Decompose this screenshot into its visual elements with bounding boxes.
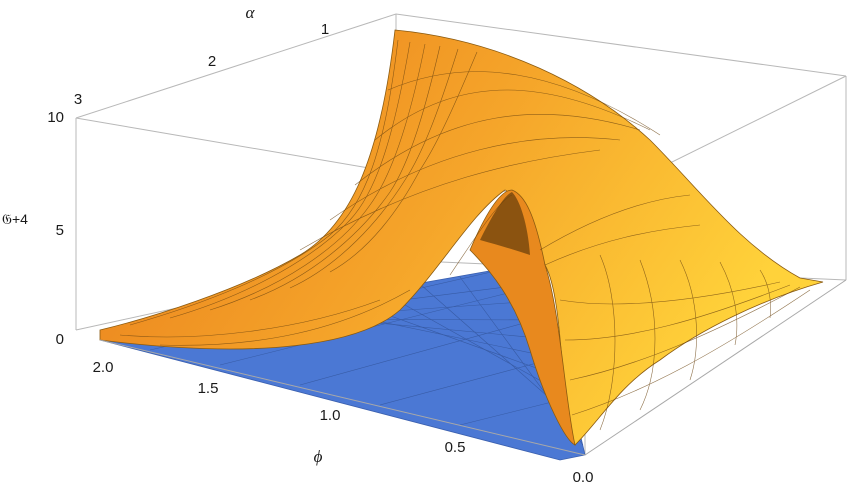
z-tick: 5: [56, 222, 64, 239]
box-front-edges: [99, 279, 847, 456]
x-tick: 0.5: [445, 439, 466, 456]
x-tick: 1.5: [198, 380, 219, 397]
y-axis: 1 2 3 α: [74, 3, 329, 108]
y-tick: 3: [74, 91, 82, 108]
surface-sheet: [99, 29, 824, 446]
x-axis: 0.0 0.5 1.0 1.5 2.0 ϕ: [93, 359, 594, 486]
y-tick: 2: [208, 53, 216, 70]
y-axis-label: α: [246, 3, 256, 22]
x-tick: 1.0: [320, 407, 341, 424]
surface-mesh: [119, 39, 811, 431]
y-tick: 1: [321, 21, 329, 38]
z-axis: 0 5 10 𝔊+4: [2, 109, 64, 348]
z-axis-label: 𝔊+4: [2, 211, 28, 227]
z-tick: 10: [47, 109, 64, 126]
z-tick: 0: [56, 331, 64, 348]
x-axis-label: ϕ: [314, 447, 323, 466]
x-tick: 0.0: [573, 469, 594, 486]
x-tick: 2.0: [93, 359, 114, 376]
